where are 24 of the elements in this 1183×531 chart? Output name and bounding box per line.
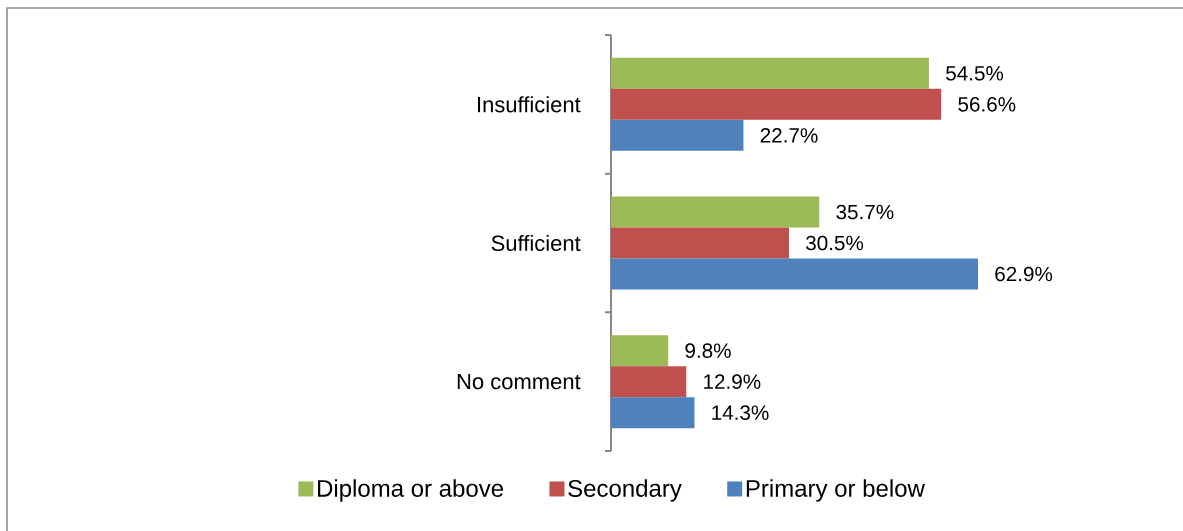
- legend-label: Diploma or above: [318, 479, 504, 502]
- bar: [611, 227, 789, 259]
- data-label: 22.7%: [760, 128, 818, 143]
- data-label: 9.8%: [685, 343, 731, 358]
- bar: [611, 335, 669, 367]
- bar: [611, 119, 744, 151]
- y-tick-label: No comment: [457, 373, 581, 390]
- bar: [611, 57, 929, 89]
- y-tick-label: Sufficient: [491, 234, 581, 252]
- bar: [611, 258, 978, 290]
- y-tick-label: Insufficient: [478, 96, 581, 113]
- data-label: 56.6%: [958, 97, 1016, 112]
- data-label: 14.3%: [712, 405, 769, 420]
- bar: [611, 88, 942, 120]
- legend-label: Primary or below: [746, 479, 925, 502]
- data-label: 12.9%: [704, 374, 761, 389]
- data-label: 62.9%: [995, 266, 1053, 282]
- legend-label: Secondary: [568, 479, 682, 502]
- data-label: 54.5%: [946, 66, 1004, 81]
- bar: [611, 397, 695, 429]
- data-label: 35.7%: [836, 204, 894, 220]
- bar: [611, 196, 820, 228]
- bar: [611, 366, 687, 398]
- data-label: 30.5%: [806, 235, 864, 251]
